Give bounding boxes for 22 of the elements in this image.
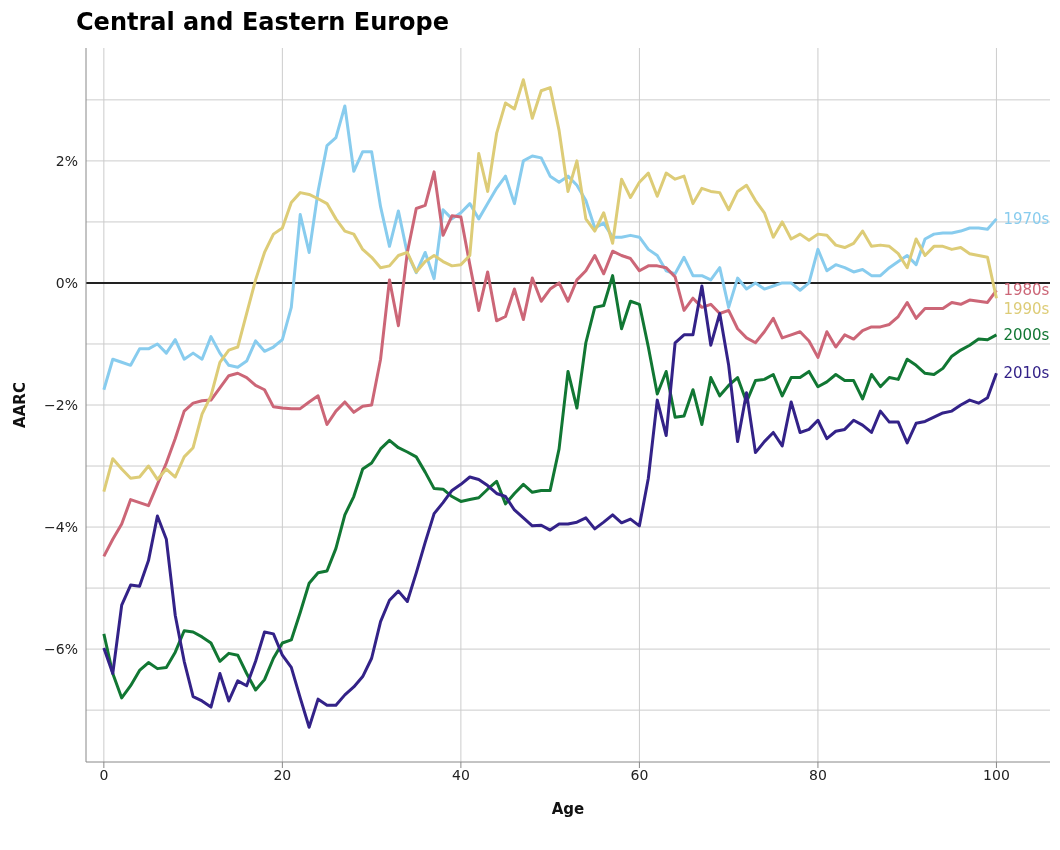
series-label: 2010s [1003,364,1050,383]
line-series [102,104,998,392]
series-label: 1980s [1003,281,1050,300]
chart-title: Central and Eastern Europe [76,8,451,38]
line-series [102,170,998,558]
x-tick-label: 60 [630,766,649,783]
series-label: 2000s [1003,325,1050,344]
x-tick-label: 20 [273,766,292,783]
series-label: 1990s [1003,300,1050,319]
y-tick-label: −6% [44,641,78,658]
x-tick-label: 100 [983,766,1010,783]
y-tick-label: 2% [55,152,78,169]
line-series [102,78,998,494]
x-tick-label: 40 [451,766,470,783]
x-tick-label: 80 [809,766,827,783]
y-axis-title: AARC [11,382,30,428]
x-axis-title: Age [551,800,585,818]
y-tick-label: 0% [55,274,78,291]
y-tick-label: −2% [44,396,78,413]
y-tick-label: −4% [44,519,78,536]
x-tick-label: 0 [99,766,109,783]
series-label: 1970s [1003,209,1050,228]
